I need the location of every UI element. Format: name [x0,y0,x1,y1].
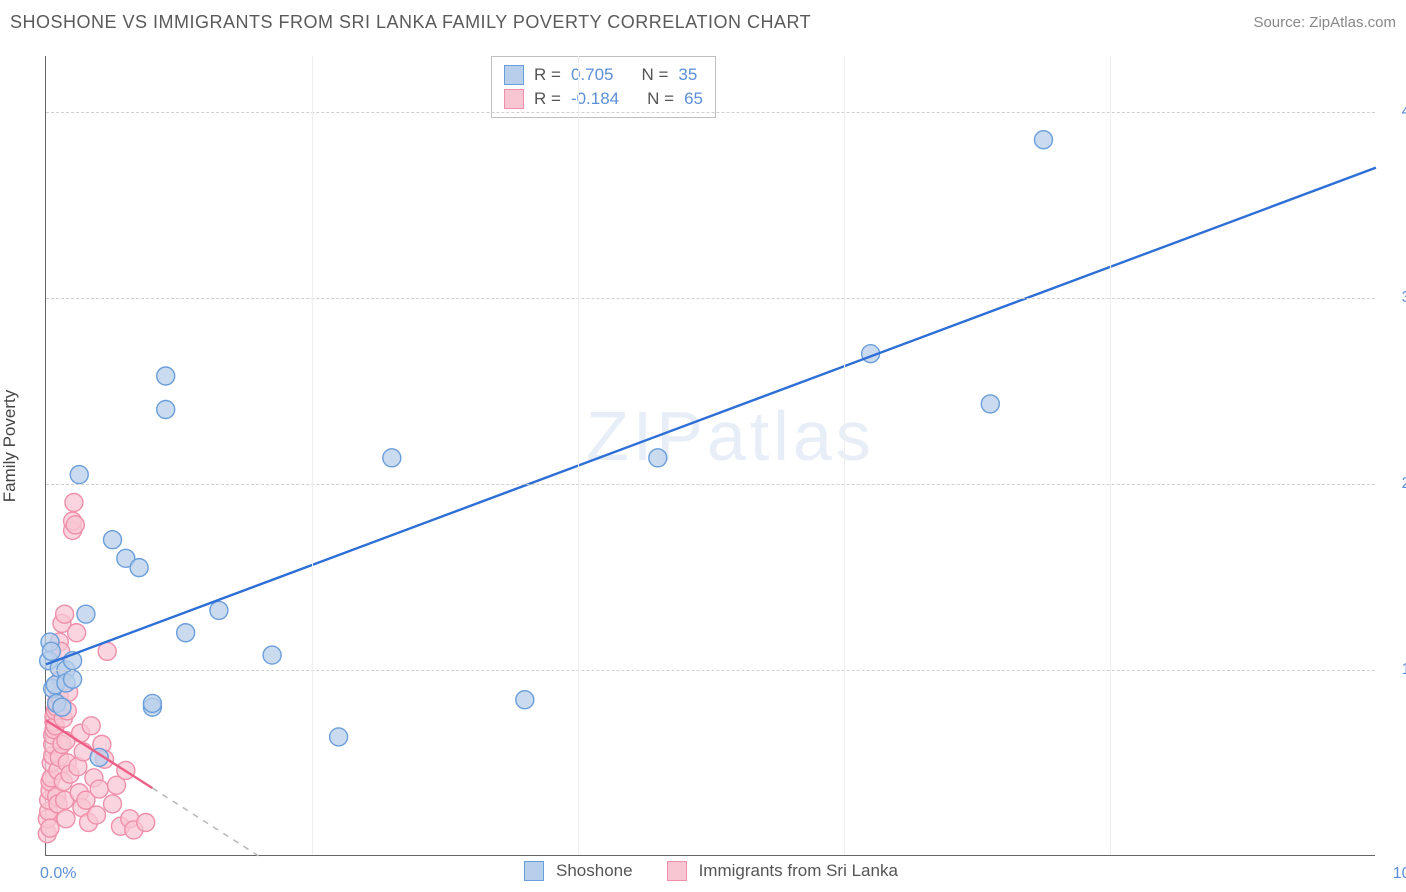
legend-row-b: R = -0.184 N = 65 [504,87,703,111]
n-value-b: 65 [684,89,703,109]
r-label-b: R = [534,89,561,109]
gridline-h [46,484,1375,485]
y-tick-label: 20.0% [1387,475,1406,493]
swatch-a [504,65,524,85]
swatch-b [504,89,524,109]
gridline-h [46,112,1375,113]
legend-row-a: R = 0.705 N = 35 [504,63,703,87]
n-label-a: N = [641,65,668,85]
swatch-b-bottom [667,861,687,881]
legend-correlation: R = 0.705 N = 35 R = -0.184 N = 65 [491,56,716,118]
chart-svg [46,56,1376,856]
x-tick-max: 100.0% [1393,865,1406,883]
plot-area: ZIPatlas R = 0.705 N = 35 R = -0.184 N =… [45,56,1375,856]
n-value-a: 35 [678,65,697,85]
gridline-h [46,670,1375,671]
y-tick-label: 30.0% [1387,289,1406,307]
series-a-name: Shoshone [556,861,633,881]
gridline-v [312,56,313,855]
chart-header: SHOSHONE VS IMMIGRANTS FROM SRI LANKA FA… [10,12,1396,33]
chart-title: SHOSHONE VS IMMIGRANTS FROM SRI LANKA FA… [10,12,811,33]
swatch-a-bottom [524,861,544,881]
x-tick-min: 0.0% [40,865,76,883]
gridline-v [578,56,579,855]
gridline-v [1110,56,1111,855]
y-tick-label: 10.0% [1387,661,1406,679]
n-label-b: N = [647,89,674,109]
chart-source: Source: ZipAtlas.com [1253,14,1396,31]
y-axis-title: Family Poverty [0,390,20,502]
legend-series: Shoshone Immigrants from Sri Lanka [524,861,898,881]
gridline-h [46,298,1375,299]
gridline-v [844,56,845,855]
r-label-a: R = [534,65,561,85]
series-b-name: Immigrants from Sri Lanka [699,861,898,881]
y-tick-label: 40.0% [1387,103,1406,121]
